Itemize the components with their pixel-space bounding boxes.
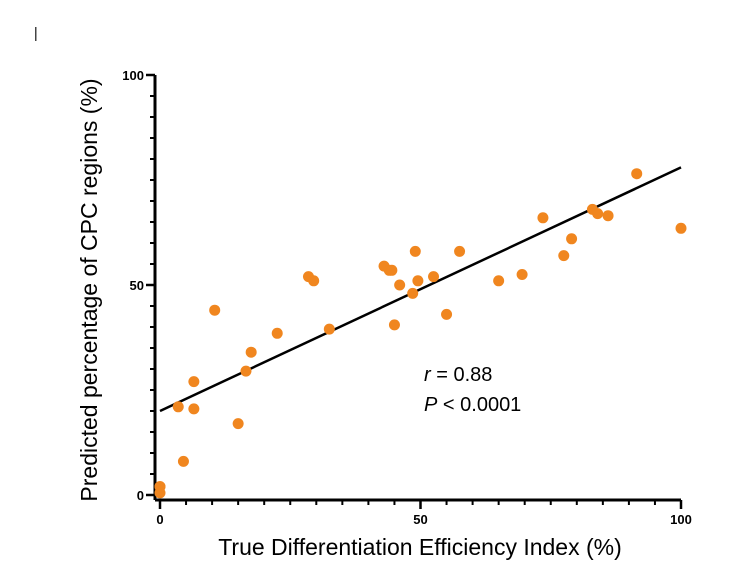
y-tick-label: 100: [122, 68, 144, 83]
data-point: [454, 245, 466, 257]
data-points: [154, 168, 687, 499]
r-value: = 0.88: [431, 364, 493, 386]
data-point: [154, 481, 166, 493]
data-point: [177, 455, 189, 467]
data-point: [209, 304, 221, 316]
data-point: [407, 287, 419, 299]
y-tick-labels: 0 50 100: [122, 68, 144, 503]
data-point: [592, 208, 604, 220]
data-point: [394, 279, 406, 291]
r-symbol: r: [424, 364, 432, 386]
x-tick-label: 100: [670, 512, 692, 527]
data-point: [566, 233, 578, 245]
data-point: [537, 212, 549, 224]
p-symbol: P: [424, 394, 438, 416]
data-point: [188, 403, 200, 415]
regression-line: [159, 166, 682, 413]
data-point: [323, 323, 335, 335]
data-point: [602, 210, 614, 222]
data-point: [386, 264, 398, 276]
data-point: [172, 401, 184, 413]
data-point: [188, 376, 200, 388]
correlation-annotation: r = 0.88: [424, 364, 492, 386]
data-point: [388, 319, 400, 331]
data-point: [493, 275, 505, 287]
data-point: [412, 275, 424, 287]
plot-area: 0 50 100 0 50 100: [122, 68, 692, 527]
y-tick-label: 50: [130, 278, 144, 293]
data-point: [428, 271, 440, 283]
data-point: [441, 308, 453, 320]
x-tick-labels: 0 50 100: [156, 512, 691, 527]
x-tick-label: 50: [413, 512, 427, 527]
data-point: [558, 250, 570, 262]
x-minor-ticks: [158, 500, 683, 509]
data-point: [271, 327, 283, 339]
data-point: [308, 275, 320, 287]
data-point: [675, 222, 687, 234]
x-axis-label: True Differentiation Efficiency Index (%…: [218, 534, 622, 560]
data-point: [516, 269, 528, 280]
y-tick-label: 0: [137, 488, 144, 503]
data-point: [409, 245, 421, 257]
data-point: [631, 168, 643, 180]
y-minor-ticks: [146, 73, 155, 497]
data-point: [232, 418, 244, 430]
x-tick-label: 0: [156, 512, 163, 527]
data-point: [245, 346, 257, 358]
data-point: [240, 365, 252, 377]
p-value-annotation: P < 0.0001: [424, 394, 521, 416]
p-value: < 0.0001: [437, 394, 521, 416]
y-axis-label: Predicted percentage of CPC regions (%): [76, 78, 102, 501]
corner-mark: [35, 27, 37, 41]
